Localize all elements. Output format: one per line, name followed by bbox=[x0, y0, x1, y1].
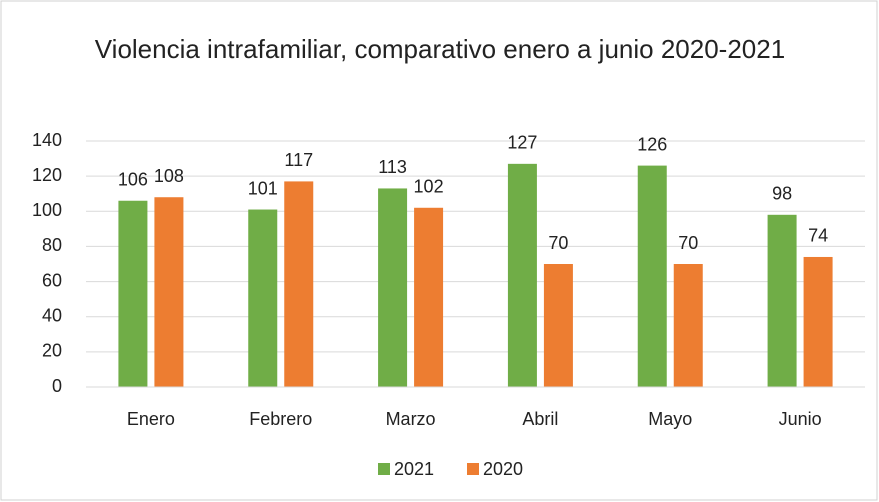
y-tick-label: 140 bbox=[32, 130, 62, 150]
data-label: 70 bbox=[678, 233, 698, 253]
bar bbox=[248, 209, 278, 387]
legend-swatch bbox=[467, 463, 479, 475]
bar bbox=[118, 200, 148, 387]
bar bbox=[543, 264, 573, 387]
legend-swatch bbox=[378, 463, 390, 475]
y-tick-label: 20 bbox=[42, 341, 62, 361]
legend-label: 2021 bbox=[394, 459, 434, 479]
data-label: 74 bbox=[808, 226, 828, 246]
bar bbox=[414, 207, 444, 387]
y-tick-label: 40 bbox=[42, 305, 62, 325]
bar bbox=[673, 264, 703, 387]
y-tick-label: 100 bbox=[32, 200, 62, 220]
bar bbox=[767, 214, 797, 387]
x-tick-label: Enero bbox=[127, 409, 175, 429]
y-tick-label: 0 bbox=[52, 376, 62, 396]
x-tick-label: Febrero bbox=[249, 409, 312, 429]
data-label: 113 bbox=[378, 157, 407, 177]
data-label: 102 bbox=[414, 177, 444, 197]
chart-title: Violencia intrafamiliar, comparativo ene… bbox=[94, 34, 786, 64]
x-tick-label: Mayo bbox=[648, 409, 692, 429]
data-label: 106 bbox=[118, 169, 148, 189]
data-label: 117 bbox=[284, 150, 313, 170]
bar bbox=[507, 163, 537, 387]
y-tick-label: 80 bbox=[42, 235, 62, 255]
y-tick-label: 60 bbox=[42, 270, 62, 290]
data-label: 127 bbox=[507, 133, 537, 153]
bar bbox=[154, 197, 184, 387]
x-tick-label: Abril bbox=[522, 409, 558, 429]
bar bbox=[378, 188, 408, 387]
y-tick-label: 120 bbox=[32, 165, 62, 185]
data-label: 70 bbox=[548, 233, 568, 253]
bar bbox=[637, 165, 667, 387]
data-label: 98 bbox=[772, 184, 792, 204]
bar bbox=[803, 256, 833, 387]
legend-label: 2020 bbox=[483, 459, 523, 479]
data-label: 126 bbox=[637, 134, 667, 154]
x-tick-label: Marzo bbox=[386, 409, 436, 429]
data-label: 101 bbox=[248, 178, 278, 198]
bar bbox=[284, 181, 314, 387]
data-label: 108 bbox=[154, 166, 184, 186]
x-tick-label: Junio bbox=[779, 409, 822, 429]
